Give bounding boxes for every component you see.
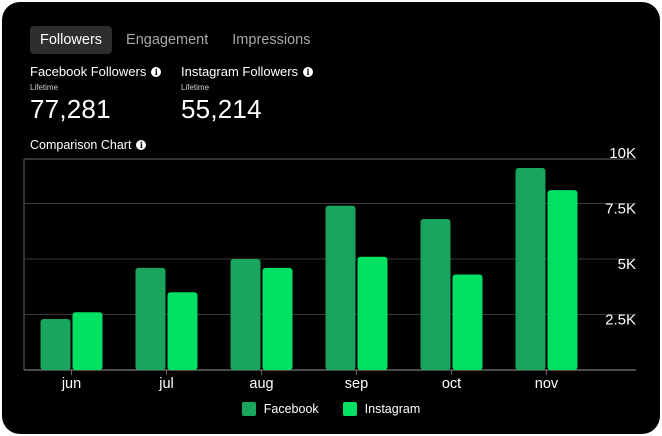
- x-tick-label: sep: [345, 376, 368, 392]
- x-tick-label: jun: [61, 376, 81, 392]
- bar-instagram-jul: [167, 292, 198, 370]
- legend-swatch-facebook: [241, 402, 256, 416]
- bar-facebook-aug: [230, 259, 261, 370]
- bar-facebook-nov: [515, 167, 546, 370]
- facebook-followers-metric: Facebook Followers i Lifetime 77,281: [30, 64, 162, 125]
- info-icon[interactable]: i: [303, 66, 314, 77]
- instagram-followers-period: Lifetime: [181, 83, 210, 92]
- x-tick-label: aug: [249, 376, 273, 392]
- tab-impressions[interactable]: Impressions: [232, 32, 311, 48]
- x-tick-label: jul: [158, 376, 174, 392]
- chart-title-row: Comparison Chart i: [30, 138, 147, 152]
- facebook-followers-period: Lifetime: [30, 83, 59, 92]
- y-tick-label: 10K: [609, 145, 636, 162]
- bar-facebook-sep: [325, 205, 356, 370]
- y-tick-label: 7.5K: [605, 201, 636, 218]
- instagram-followers-value: 55,214: [181, 94, 262, 124]
- chart-title: Comparison Chart: [30, 138, 132, 152]
- legend-swatch-instagram: [342, 402, 357, 416]
- tab-bar: Followers Engagement Impressions: [30, 26, 320, 54]
- legend-label-facebook: Facebook: [263, 402, 319, 416]
- info-icon[interactable]: i: [136, 140, 147, 150]
- legend-item-instagram[interactable]: Instagram: [342, 402, 421, 416]
- y-tick-label: 5K: [618, 256, 636, 273]
- facebook-followers-label: Facebook Followers: [30, 64, 147, 79]
- bar-facebook-jul: [135, 267, 166, 370]
- info-icon[interactable]: i: [151, 66, 162, 77]
- bar-instagram-oct: [452, 274, 483, 370]
- x-tick-label: nov: [535, 376, 559, 392]
- legend-label-instagram: Instagram: [364, 402, 421, 416]
- bar-instagram-nov: [547, 190, 578, 370]
- bar-facebook-jun: [40, 318, 71, 370]
- bar-instagram-sep: [357, 256, 388, 370]
- chart-legend: Facebook Instagram: [2, 402, 660, 416]
- bar-facebook-oct: [420, 219, 451, 370]
- x-tick-label: oct: [442, 376, 461, 392]
- bar-instagram-aug: [262, 267, 293, 370]
- bar-instagram-jun: [72, 312, 103, 370]
- y-tick-label: 2.5K: [605, 312, 636, 329]
- tab-followers[interactable]: Followers: [30, 26, 113, 54]
- comparison-chart: 2.5K 5K 7.5K 10K jun jul aug sep oct nov: [23, 145, 636, 392]
- tab-engagement[interactable]: Engagement: [126, 32, 209, 48]
- legend-item-facebook[interactable]: Facebook: [241, 402, 319, 416]
- facebook-followers-value: 77,281: [30, 94, 111, 124]
- instagram-followers-metric: Instagram Followers i Lifetime 55,214: [181, 64, 314, 125]
- instagram-followers-label: Instagram Followers: [181, 64, 299, 79]
